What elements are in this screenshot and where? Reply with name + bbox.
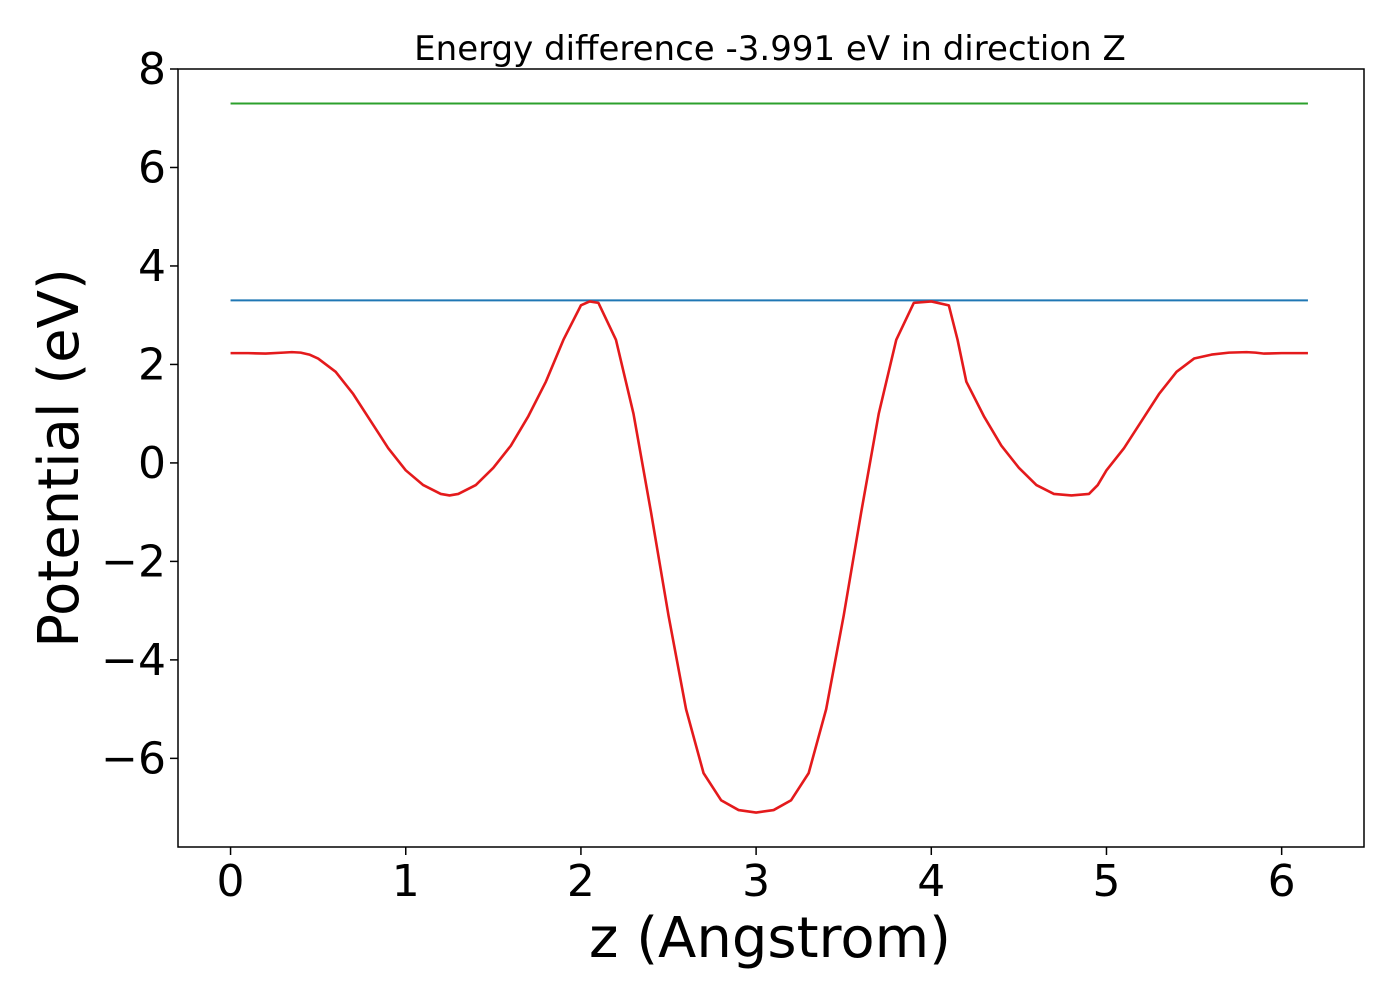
y-tick-label: 8 — [138, 44, 166, 95]
x-axis-label: z (Angstrom) — [589, 906, 951, 971]
y-axis-label: Potential (eV) — [27, 268, 92, 648]
y-tick-label: 6 — [138, 142, 166, 193]
x-tick-label: 1 — [392, 856, 420, 907]
y-tick-label: −2 — [101, 536, 166, 587]
y-tick-label: 2 — [138, 339, 166, 390]
x-tick-label: 6 — [1268, 856, 1296, 907]
x-tick-label: 5 — [1092, 856, 1120, 907]
plot-frame — [177, 68, 1365, 848]
y-tick-label: −4 — [101, 635, 166, 686]
series-layer — [230, 102, 1308, 814]
y-tick-label: 4 — [138, 241, 166, 292]
y-tick-label: 0 — [138, 438, 166, 489]
x-axis-ticks: 0 1 2 3 4 5 6 — [217, 847, 1296, 907]
x-tick-label: 2 — [567, 856, 595, 907]
y-axis-ticks: −6 −4 −2 0 2 4 6 8 — [101, 44, 178, 784]
x-tick-label: 3 — [742, 856, 770, 907]
y-tick-label: −6 — [101, 733, 166, 784]
x-tick-label: 0 — [217, 856, 245, 907]
chart-title: Energy difference -3.991 eV in direction… — [414, 29, 1126, 69]
x-tick-label: 4 — [917, 856, 945, 907]
plot-area — [177, 68, 1365, 848]
series-line-3 — [230, 300, 1308, 814]
